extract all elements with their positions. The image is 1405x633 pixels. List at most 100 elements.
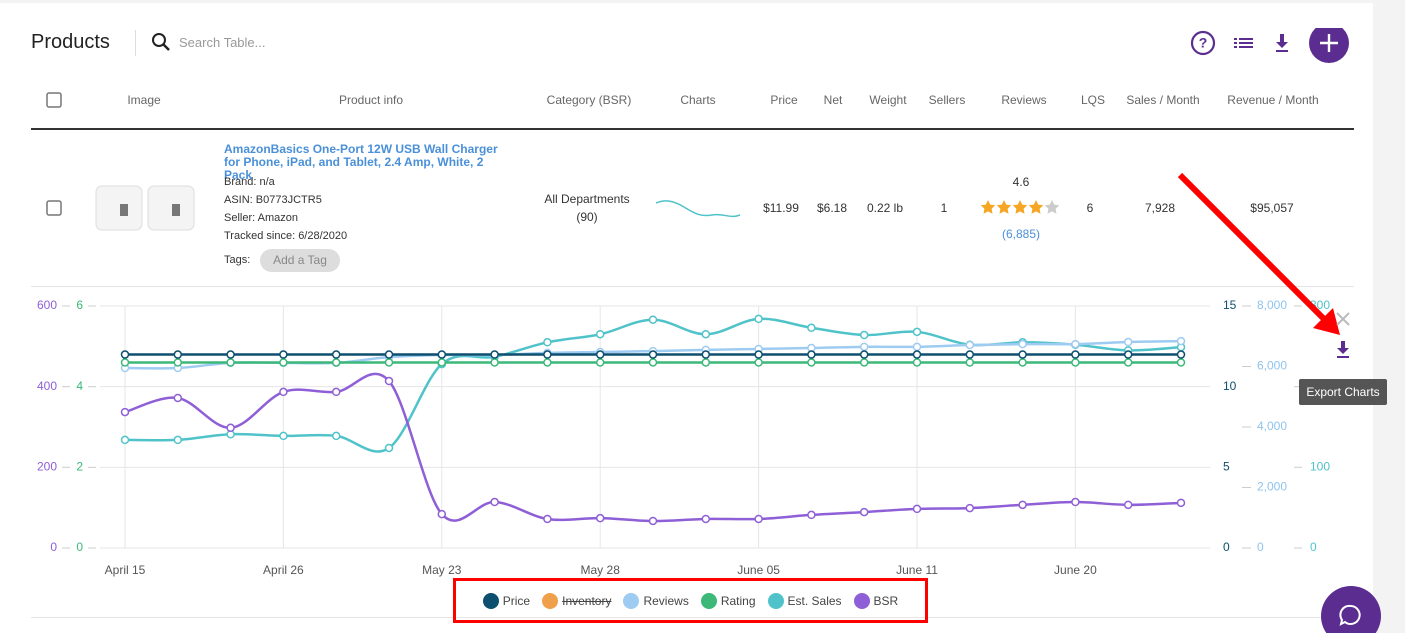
data-point xyxy=(120,407,130,417)
highlight-box xyxy=(453,578,928,623)
data-point xyxy=(331,350,341,359)
help-button[interactable] xyxy=(1190,30,1216,56)
data-point xyxy=(701,350,711,359)
legend-item[interactable]: Reviews xyxy=(623,592,689,609)
data-point xyxy=(912,358,922,367)
data-point xyxy=(1176,358,1186,367)
column-header[interactable]: Sellers xyxy=(928,93,966,107)
data-point xyxy=(595,513,605,523)
svg-text:?: ? xyxy=(1199,35,1208,51)
close-chart-button[interactable] xyxy=(1336,312,1350,326)
data-point xyxy=(173,350,183,359)
data-point xyxy=(807,510,816,520)
data-point xyxy=(701,329,711,339)
data-point xyxy=(754,358,763,367)
chart-controls xyxy=(1336,312,1350,358)
data-point xyxy=(859,350,869,359)
legend-swatch xyxy=(542,592,559,609)
y-tick-label: 0 xyxy=(76,540,83,554)
data-point xyxy=(490,350,499,359)
download-button[interactable] xyxy=(1276,34,1288,52)
data-point xyxy=(965,350,975,359)
data-point xyxy=(1071,358,1080,367)
column-header[interactable]: Product info xyxy=(338,93,404,107)
column-header[interactable]: Revenue / Month xyxy=(1227,93,1319,107)
column-header[interactable]: Category (BSR) xyxy=(546,93,632,107)
legend-item[interactable]: BSR xyxy=(853,592,898,609)
page-title: Products xyxy=(31,31,110,53)
legend-item[interactable]: Est. Sales xyxy=(767,592,842,609)
y-tick-label: 2 xyxy=(76,460,83,474)
search-input[interactable]: Search Table... xyxy=(179,35,266,50)
x-tick-label: May 23 xyxy=(422,563,462,577)
x-tick-label: June 20 xyxy=(1054,563,1097,577)
data-point xyxy=(331,358,341,367)
legend-item[interactable]: Price xyxy=(482,592,530,609)
data-point xyxy=(912,327,922,337)
data-point xyxy=(1071,350,1080,359)
data-point xyxy=(648,315,658,324)
column-header[interactable]: Price xyxy=(770,93,798,107)
review-count[interactable]: (6,885) xyxy=(1001,227,1041,241)
legend: Price Inventory Reviews Rating Est. Sales BSR xyxy=(455,580,926,621)
column-header[interactable]: Image xyxy=(127,93,161,107)
column-header[interactable]: LQS xyxy=(1080,93,1106,107)
annotation-arrow xyxy=(1177,172,1340,335)
y-tick-label: 10 xyxy=(1223,379,1237,393)
data-point xyxy=(543,514,552,524)
data-point xyxy=(754,314,763,324)
data-point xyxy=(120,350,130,359)
export-charts-button[interactable] xyxy=(1337,341,1349,358)
y-tick-label: 0 xyxy=(1223,540,1230,554)
column-header[interactable]: Charts xyxy=(680,93,716,107)
y-tick-label: 2,000 xyxy=(1257,480,1287,494)
add-tag-button[interactable]: Add a Tag xyxy=(260,249,340,272)
data-point xyxy=(807,323,816,333)
legend-item[interactable]: Inventory xyxy=(542,592,611,609)
data-point xyxy=(859,342,869,352)
data-point xyxy=(437,358,447,367)
price: $11.99 xyxy=(763,201,799,215)
product-title[interactable]: AmazonBasics One-Port 12W USB Wall Charg… xyxy=(224,142,498,182)
y-tick-label: 400 xyxy=(37,379,57,393)
data-point xyxy=(543,350,552,359)
legend-swatch xyxy=(623,592,640,609)
x-tick-label: April 26 xyxy=(263,563,304,577)
data-point xyxy=(1018,500,1027,510)
column-header[interactable]: Net xyxy=(823,93,843,107)
data-point xyxy=(1018,358,1027,367)
data-point xyxy=(543,338,552,347)
legend-item[interactable]: Rating xyxy=(700,592,756,609)
data-point xyxy=(701,514,711,524)
y-tick-label: 600 xyxy=(37,298,57,312)
y-tick-label: 6,000 xyxy=(1257,359,1287,373)
column-header[interactable]: Sales / Month xyxy=(1126,93,1200,107)
select-all-checkbox[interactable] xyxy=(46,92,62,108)
y-tick-label: 0 xyxy=(50,540,57,554)
data-point xyxy=(595,350,605,359)
data-point xyxy=(226,358,235,367)
data-point xyxy=(859,330,869,340)
data-point xyxy=(437,350,447,359)
data-point xyxy=(1176,498,1186,508)
data-point xyxy=(912,504,922,514)
x-tick-label: April 15 xyxy=(105,563,146,577)
row-checkbox[interactable] xyxy=(46,200,62,216)
column-header[interactable]: Weight xyxy=(869,93,907,107)
revenue-month: $95,057 xyxy=(1250,201,1294,215)
data-point xyxy=(595,358,605,367)
search-icon xyxy=(152,33,170,51)
brand: n/a xyxy=(259,176,275,188)
data-point xyxy=(1071,497,1080,507)
lqs: 6 xyxy=(1086,201,1094,215)
chat-button[interactable] xyxy=(1320,585,1382,633)
legend-swatch xyxy=(482,592,499,609)
data-point xyxy=(279,431,288,441)
data-point xyxy=(965,340,975,350)
columns-button[interactable] xyxy=(1234,38,1253,48)
tags-label: Tags: xyxy=(224,254,251,266)
column-header[interactable]: Reviews xyxy=(1001,93,1047,107)
data-point xyxy=(1071,339,1080,349)
